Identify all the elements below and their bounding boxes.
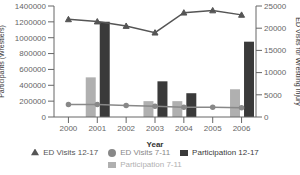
html-text:Participation 7-11: Participation 7-11 (120, 160, 182, 169)
svg-text:2004: 2004 (175, 124, 193, 133)
svg-text:600000: 600000 (19, 65, 46, 74)
svg-text:2005: 2005 (204, 124, 222, 133)
svg-text:20000: 20000 (264, 24, 287, 33)
svg-text:0: 0 (42, 113, 47, 122)
html-text:ED Visits 7-11: ED Visits 7-11 (120, 148, 171, 157)
svg-text:5000: 5000 (264, 91, 282, 100)
svg-text:1200000: 1200000 (15, 18, 47, 27)
svg-text:10000: 10000 (264, 68, 287, 77)
svg-text:0: 0 (264, 113, 269, 122)
svg-text:2006: 2006 (233, 124, 251, 133)
svg-text:200000: 200000 (19, 97, 46, 106)
svg-text:2001: 2001 (88, 124, 106, 133)
svg-text:15000: 15000 (264, 46, 287, 55)
svg-text:400000: 400000 (19, 81, 46, 90)
svg-text:800000: 800000 (19, 49, 46, 58)
svg-text:2002: 2002 (117, 124, 135, 133)
html-text:Participation 12-17: Participation 12-17 (192, 148, 259, 157)
svg-text:25000: 25000 (264, 2, 287, 11)
html-text:ED Visits 12-17: ED Visits 12-17 (43, 148, 99, 157)
svg-text:Participants (Wrestlers): Participants (Wrestlers) (0, 25, 6, 98)
svg-text:Year: Year (147, 140, 164, 149)
svg-text:2000: 2000 (60, 124, 78, 133)
svg-text:1000000: 1000000 (15, 34, 47, 43)
svg-text:ED Visits for Wrestling Injury: ED Visits for Wrestling Injury (294, 17, 300, 106)
svg-text:2003: 2003 (146, 124, 164, 133)
svg-text:1400000: 1400000 (15, 2, 47, 11)
